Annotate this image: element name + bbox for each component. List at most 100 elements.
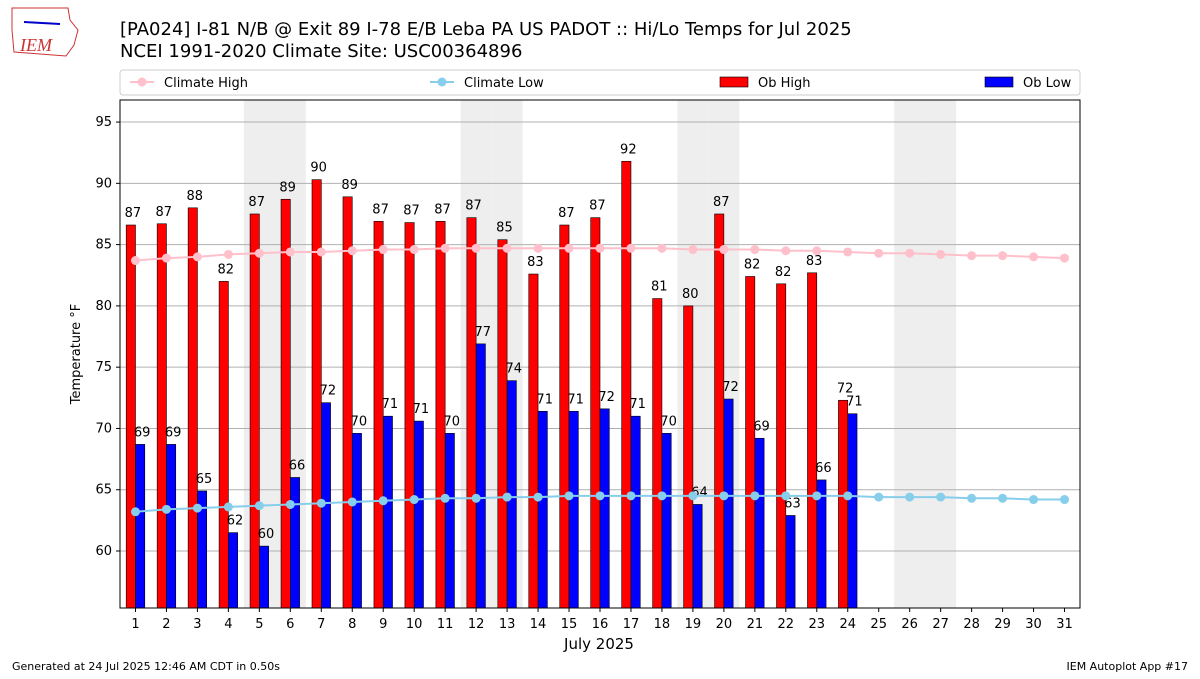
x-tick-label: 21 [747, 617, 764, 632]
value-label: 71 [567, 392, 584, 407]
point [161, 253, 171, 263]
bar [351, 433, 362, 609]
y-tick-label: 70 [95, 421, 112, 436]
point [254, 501, 264, 511]
value-label: 92 [620, 142, 637, 157]
bar [218, 281, 229, 609]
bar [661, 433, 672, 609]
value-label: 87 [403, 204, 420, 219]
point [471, 243, 481, 253]
point [688, 245, 698, 255]
weekend-shade [925, 100, 957, 608]
x-tick-label: 26 [901, 617, 918, 632]
value-label: 88 [187, 189, 204, 204]
point [595, 243, 605, 253]
point [533, 492, 543, 502]
y-axis-label: Temperature °F [69, 304, 84, 405]
x-tick-label: 28 [963, 617, 980, 632]
x-tick-label: 14 [530, 617, 547, 632]
value-label: 87 [713, 195, 730, 210]
point [905, 492, 915, 502]
point [657, 491, 667, 501]
point [719, 491, 729, 501]
value-label: 72 [722, 380, 739, 395]
x-tick-label: 6 [286, 617, 294, 632]
x-tick-label: 15 [561, 617, 578, 632]
point [223, 249, 233, 259]
point [595, 491, 605, 501]
value-label: 71 [413, 402, 430, 417]
point [719, 245, 729, 255]
point [1060, 253, 1070, 263]
y-tick-label: 75 [95, 360, 112, 375]
value-label: 90 [310, 161, 327, 176]
legend-label: Climate High [164, 76, 248, 91]
value-label: 63 [784, 496, 801, 511]
bar [754, 437, 765, 609]
y-tick-label: 65 [95, 483, 112, 498]
point [316, 498, 326, 508]
x-tick-label: 27 [932, 617, 949, 632]
x-tick-label: 16 [592, 617, 609, 632]
value-label: 70 [660, 414, 677, 429]
bar [280, 198, 291, 609]
x-tick-label: 10 [406, 617, 423, 632]
point [1060, 495, 1070, 505]
x-tick-label: 2 [162, 617, 170, 632]
chart-title: [PA024] I-81 N/B @ Exit 89 I-78 E/B Leba… [120, 19, 852, 40]
value-label: 72 [320, 384, 337, 399]
x-tick-label: 13 [499, 617, 516, 632]
logo-text: IEM [19, 35, 53, 55]
point [192, 252, 202, 262]
bar [228, 532, 238, 609]
point [347, 246, 357, 256]
value-label: 87 [248, 195, 265, 210]
x-tick-label: 24 [839, 617, 856, 632]
plot-frame [119, 99, 1081, 609]
point [223, 502, 233, 512]
weekend-shade [894, 100, 926, 608]
point [1029, 252, 1039, 262]
bar [475, 343, 486, 609]
point [936, 492, 946, 502]
bar [249, 213, 260, 609]
point [905, 248, 915, 258]
value-label: 89 [279, 180, 296, 195]
x-tick-label: 19 [685, 617, 702, 632]
point [440, 493, 450, 503]
x-tick-label: 9 [379, 617, 387, 632]
value-label: 87 [156, 205, 173, 220]
point [285, 247, 295, 257]
value-label: 89 [341, 178, 358, 193]
point [626, 243, 636, 253]
point [874, 248, 884, 258]
value-label: 69 [753, 419, 770, 434]
bar [413, 420, 424, 609]
value-label: 87 [434, 202, 451, 217]
bar [807, 272, 818, 609]
value-label: 81 [651, 280, 668, 295]
point [967, 493, 977, 503]
y-tick-label: 95 [95, 115, 112, 130]
bar [599, 408, 610, 609]
point [750, 491, 760, 501]
bar [444, 433, 455, 609]
value-label: 77 [475, 325, 492, 340]
point [781, 246, 791, 256]
point [130, 256, 140, 266]
x-tick-label: 18 [654, 617, 671, 632]
bar [135, 444, 146, 609]
bar [776, 283, 787, 609]
legend-swatch [719, 76, 749, 88]
bar [838, 399, 849, 609]
bar [497, 239, 508, 609]
value-label: 71 [382, 397, 399, 412]
bar [652, 298, 663, 609]
value-label: 70 [444, 414, 461, 429]
value-label: 82 [217, 262, 234, 277]
x-tick-label: 12 [468, 617, 485, 632]
footer-left: Generated at 24 Jul 2025 12:46 AM CDT in… [12, 660, 280, 673]
point [812, 491, 822, 501]
bar [187, 207, 198, 609]
bar [683, 305, 694, 609]
